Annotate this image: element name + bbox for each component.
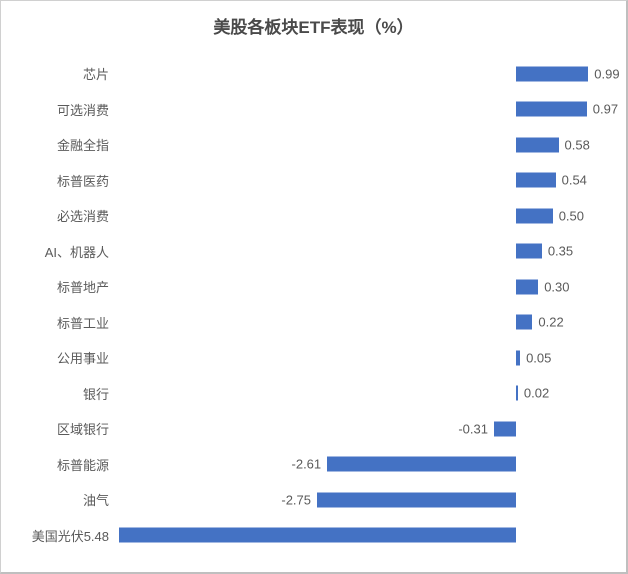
category-label: 区域银行 [9,419,119,438]
category-label: AI、机器人 [9,242,119,261]
bar-zone: 0.58 [119,127,618,163]
bar-zone: 0.22 [119,305,618,341]
bar [516,315,532,330]
bar [516,244,541,259]
bar-row: 标普工业 0.22 [9,305,618,341]
bar-zone: -2.75 [119,482,618,518]
category-label: 可选消费 [9,100,119,119]
value-label: 0.50 [559,208,584,223]
bar-row: 必选消费 0.50 [9,198,618,234]
category-label: 芯片 [9,64,119,83]
bar [516,173,555,188]
value-label: 0.54 [562,173,587,188]
bar-row: 油气 -2.75 [9,482,618,518]
value-label: -2.61 [292,457,322,472]
chart-title: 美股各板块ETF表现（%） [9,13,618,38]
value-label: 0.05 [526,350,551,365]
bar [516,279,538,294]
bar [119,528,516,543]
bar-zone: 0.99 [119,56,618,92]
category-label: 银行 [9,384,119,403]
plot-area: 芯片 0.99 可选消费 0.97 金融全指 0.58 标普医药 0.54 必选消费 0.50 AI… [9,56,618,554]
bar-zone [119,518,618,554]
bar [516,386,517,401]
category-label: 油气 [9,490,119,509]
bar-row: 标普能源 -2.61 [9,447,618,483]
bar [317,492,516,507]
bar-row: 银行 0.02 [9,376,618,412]
category-label: 美国光伏5.48 [9,526,119,545]
category-label: 标普医药 [9,171,119,190]
value-label: 0.99 [594,66,619,81]
bar-zone: 0.02 [119,376,618,412]
bar-row: 标普医药 0.54 [9,163,618,199]
bar-zone: 0.97 [119,92,618,128]
value-label: 0.22 [538,315,563,330]
bar [516,137,558,152]
bar-zone: 0.30 [119,269,618,305]
category-label: 公用事业 [9,348,119,367]
bar-zone: 0.50 [119,198,618,234]
bar [516,102,586,117]
category-label: 金融全指 [9,135,119,154]
bar-row: 美国光伏5.48 [9,518,618,554]
value-label: -0.31 [458,421,488,436]
value-label: -2.75 [281,492,311,507]
bar-row: 标普地产 0.30 [9,269,618,305]
value-label: 0.35 [548,244,573,259]
value-label: 0.97 [593,102,618,117]
bar [494,421,516,436]
bar [516,208,552,223]
bar-zone: -2.61 [119,447,618,483]
bar-row: 芯片 0.99 [9,56,618,92]
bar-row: 区域银行 -0.31 [9,411,618,447]
bar [327,457,516,472]
bar-row: 金融全指 0.58 [9,127,618,163]
category-label: 标普能源 [9,455,119,474]
etf-sector-chart: 美股各板块ETF表现（%） 芯片 0.99 可选消费 0.97 金融全指 0.58 标普医药… [0,0,628,574]
bar [516,66,588,81]
category-label: 必选消费 [9,206,119,225]
value-label: 0.58 [565,137,590,152]
value-label: 0.30 [544,279,569,294]
bar-zone: 0.35 [119,234,618,270]
bar-zone: 0.05 [119,340,618,376]
bar-zone: -0.31 [119,411,618,447]
bar-zone: 0.54 [119,163,618,199]
category-label: 标普工业 [9,313,119,332]
value-label: 0.02 [524,386,549,401]
bar-row: 可选消费 0.97 [9,92,618,128]
bar [516,350,520,365]
bar-row: 公用事业 0.05 [9,340,618,376]
category-label: 标普地产 [9,277,119,296]
bar-row: AI、机器人 0.35 [9,234,618,270]
